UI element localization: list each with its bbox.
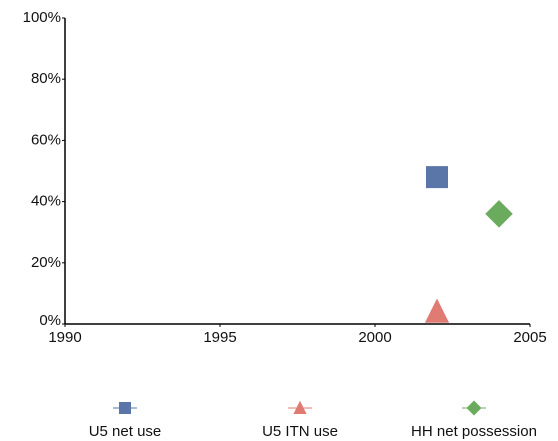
x-tick-label: 2000 [358,329,391,346]
y-tick-label: 20% [31,254,61,271]
y-tick-label: 60% [31,131,61,148]
y-tick-label: 0% [39,312,61,329]
x-tick-label: 1995 [203,329,236,346]
legend-label: HH net possession [411,423,537,440]
legend-label: U5 ITN use [262,423,338,440]
point [424,298,450,323]
x-tick-label: 2005 [513,329,546,346]
legend-label: U5 net use [89,423,162,440]
point [426,166,448,189]
y-tick-label: 40% [31,193,61,210]
point [485,200,513,228]
y-tick-label: 100% [23,9,61,26]
legend-marker [119,402,131,414]
legend-marker [466,400,482,416]
y-tick-label: 80% [31,70,61,87]
legend-marker [293,400,307,414]
x-tick-label: 1990 [48,329,81,346]
